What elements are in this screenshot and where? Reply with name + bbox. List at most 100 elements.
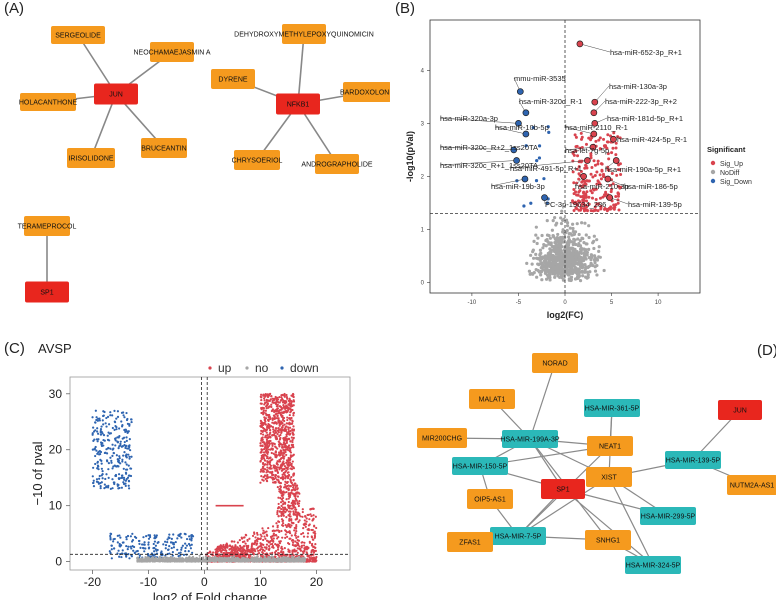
point-up [311,557,314,561]
point-up [273,432,276,435]
point-up [245,544,248,547]
point-nodiff [578,247,583,251]
point-up [263,416,266,419]
point-sig-up [589,156,593,160]
point-up [246,538,249,542]
point-up [281,506,285,509]
point-no [261,558,264,562]
node-label-sp1: SP1 [556,487,569,494]
point-down [147,537,151,540]
point-down [147,534,150,537]
point-down [112,447,115,450]
point-up [275,417,279,420]
point-down [172,543,175,546]
point-up [287,409,290,412]
point-down [172,533,175,536]
point-up [266,466,269,469]
node-neat1 [587,436,633,456]
point-label-hsa-mir-652-3p-r-1: hsa-miR-652-3p_R+1 [610,48,682,57]
point-down [120,476,123,479]
point-no [146,556,149,559]
point-up [278,529,281,533]
point-up [238,544,242,547]
point-up [277,476,280,479]
point-up [291,551,294,555]
point-up [236,541,239,544]
point-down [120,425,124,428]
point-up [281,424,284,427]
point-label-hsa-mir-190a-5p-r-1: hsa-miR-190a-5p_R+1 [605,165,681,174]
point-down [120,486,123,489]
point-sig-up [616,201,620,205]
point-up [277,520,280,523]
point-up [290,524,293,527]
point-up [290,465,294,468]
panel-d-network: HSA-MIR-361-5PHSA-MIR-199A-3PHSA-MIR-150… [417,353,776,574]
point-up [253,532,256,536]
point-up [263,468,267,471]
legend-label-sig-up: Sig_Up [720,161,743,168]
point-sig-up [599,205,603,209]
point-up [277,481,280,484]
point-nodiff [575,261,579,265]
point-down [121,541,124,544]
point-up [273,442,276,446]
point-down [128,444,131,447]
point-sig-up [595,170,599,174]
point-label-hsa-let-7g-5p: hsa-let-7g-5p [565,146,609,155]
point-no [182,558,185,562]
label-leader [494,126,526,135]
point-label-hsa-mir-320c-r-2-1ss20ta: hsa-miR-320c_R+2_1ss20TA [440,143,538,152]
point-up [278,506,281,509]
point-sig-up [598,173,602,177]
point-up [263,442,266,446]
point-up [292,412,295,415]
point-up [279,399,283,402]
point-up [291,419,294,422]
panel-label-b: (B) [395,0,415,17]
node-holacanthone [20,93,76,111]
point-sig-up [583,166,587,170]
point-sig-up [614,195,618,199]
point-label-hsa-mir-19b-3p: hsa-miR-19b-3p [491,182,545,191]
point-no [237,559,240,562]
point-down [99,485,102,488]
point-nodiff [555,221,559,225]
point-up [280,498,284,501]
point-up [292,399,295,402]
point-up [286,432,289,435]
labeled-point-hsa-mir-222-3p-r-2 [590,109,598,117]
point-up [286,477,290,480]
point-label-hsa-mir-424-5p-r-1: hsa-miR-424-5p_R-1 [617,135,687,144]
point-down [135,536,138,540]
point-down [179,551,182,554]
point-up [305,517,308,520]
point-down [119,440,122,443]
point-up [283,423,286,426]
point-nodiff [534,233,538,237]
point-up [300,546,303,549]
point-up [285,425,288,428]
point-up [223,545,227,548]
point-no [248,560,251,563]
point-up [277,515,280,518]
point-up [296,487,299,490]
point-down [168,545,171,548]
point-down [117,477,121,481]
point-up [279,460,282,463]
point-up [280,421,283,425]
point-up [266,473,269,477]
point-up [241,551,244,555]
point-up [264,409,267,412]
y-tick-label: 20 [49,443,63,457]
point-up [271,397,274,400]
point-up [222,551,226,555]
point-up [280,504,283,507]
point-up [284,402,287,405]
point-up [282,451,285,454]
point-nodiff [567,243,571,247]
point-up [215,547,219,550]
point-up [281,491,284,494]
point-up [224,554,227,557]
